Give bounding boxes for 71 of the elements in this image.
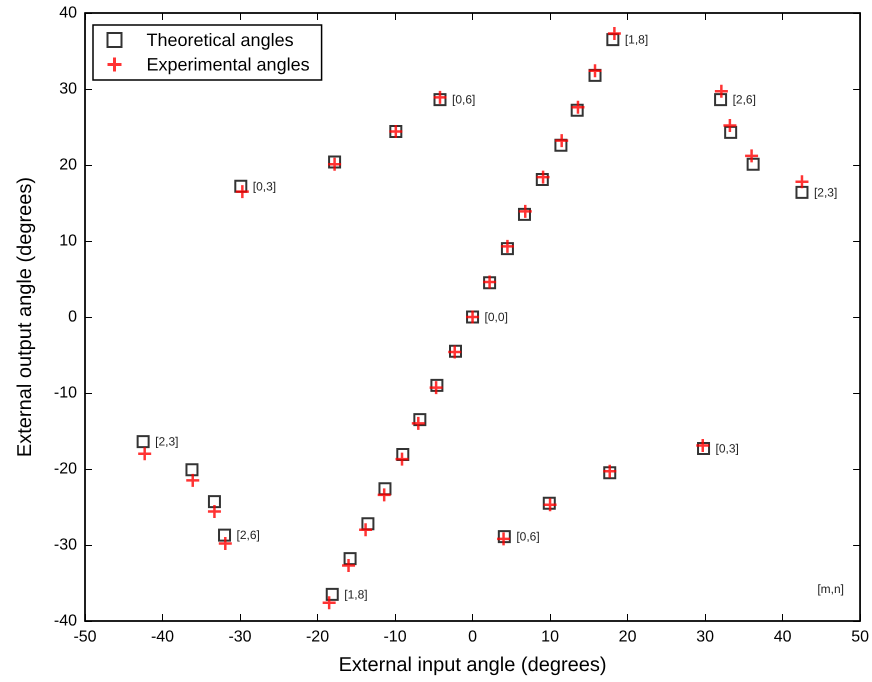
y-tick-label: 40 xyxy=(59,4,78,22)
point xyxy=(606,26,622,42)
point xyxy=(496,531,512,547)
point xyxy=(394,451,410,467)
annotation: [1,8] xyxy=(344,587,368,602)
point xyxy=(714,93,728,106)
annotation: [0,3] xyxy=(716,441,739,456)
y-tick-label: 20 xyxy=(59,156,78,174)
point xyxy=(428,380,444,396)
annotation: [m,n] xyxy=(817,582,844,596)
point xyxy=(746,158,760,171)
point xyxy=(326,156,342,172)
point xyxy=(218,528,232,542)
point xyxy=(218,536,234,552)
point xyxy=(744,148,760,164)
y-tick-label: 30 xyxy=(59,80,78,98)
y-tick-label: -30 xyxy=(54,536,78,554)
annotation: [0,0] xyxy=(484,310,508,324)
x-tick-label: 40 xyxy=(774,628,792,646)
point xyxy=(794,174,810,190)
annotation: [0,6] xyxy=(452,92,476,107)
point xyxy=(795,186,808,199)
x-tick-label: 0 xyxy=(468,628,478,646)
point xyxy=(206,504,222,520)
x-tick-label: 10 xyxy=(541,628,560,646)
x-tick-label: 20 xyxy=(618,628,637,646)
point xyxy=(500,238,516,254)
point xyxy=(570,99,586,115)
x-tick-label: -20 xyxy=(306,628,330,646)
point xyxy=(321,595,337,611)
annotation: [1,8] xyxy=(624,32,648,47)
x-tick-label: -40 xyxy=(150,628,174,646)
point xyxy=(535,169,551,185)
point xyxy=(376,487,392,503)
annotation: [2,6] xyxy=(732,92,756,107)
x-tick-label: 30 xyxy=(696,628,714,646)
y-tick-label: -20 xyxy=(54,460,78,478)
point xyxy=(587,63,603,79)
point xyxy=(722,118,738,134)
legend-label: Theoretical angles xyxy=(146,30,294,50)
point xyxy=(136,435,150,448)
point xyxy=(340,558,356,574)
x-tick-label: -30 xyxy=(228,628,252,646)
y-tick-label: 10 xyxy=(59,232,78,250)
point xyxy=(410,416,426,432)
y-tick-label: -40 xyxy=(54,612,78,630)
point xyxy=(554,132,570,148)
point xyxy=(358,522,374,538)
point xyxy=(695,438,711,454)
legend-label: Experimental angles xyxy=(146,54,310,74)
annotation: [2,3] xyxy=(814,185,838,200)
point xyxy=(714,84,730,100)
point xyxy=(136,446,152,462)
y-tick-label: -10 xyxy=(54,384,78,402)
x-tick-label: -50 xyxy=(73,628,97,646)
y-axis-title: External output angle (degrees) xyxy=(14,176,36,458)
point xyxy=(185,463,198,476)
point xyxy=(432,90,448,106)
annotation: [2,6] xyxy=(236,528,260,542)
x-tick-label: 50 xyxy=(851,628,870,646)
x-axis-title: External input angle (degrees) xyxy=(338,654,607,676)
point xyxy=(234,184,250,200)
annotation: [0,3] xyxy=(252,179,276,194)
point xyxy=(184,472,200,488)
x-tick-label: -10 xyxy=(383,628,407,646)
annotation: [0,6] xyxy=(516,530,540,544)
point xyxy=(326,588,339,601)
annotation: [2,3] xyxy=(155,434,178,449)
y-tick-label: 0 xyxy=(68,308,78,326)
point xyxy=(208,495,221,508)
point xyxy=(518,204,534,220)
